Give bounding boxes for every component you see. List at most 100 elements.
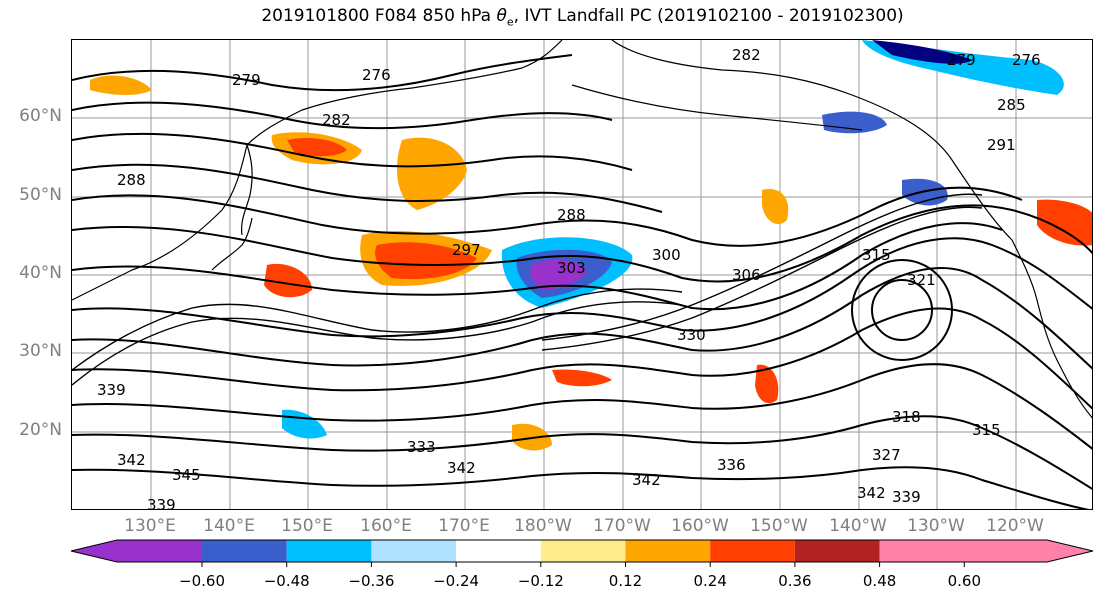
lat-label-20n: 20°N <box>19 420 62 440</box>
colorbar-segment <box>540 540 626 562</box>
contour-label: 327 <box>872 446 901 464</box>
contour-jet-bundle-2 <box>72 301 683 386</box>
colorbar-ticks <box>201 562 965 567</box>
colorbar-tick-label: 0.12 <box>608 572 643 590</box>
negative-anomaly-peak <box>530 259 587 290</box>
colorbar-tick-label: −0.36 <box>348 572 395 590</box>
colorbar-tick-label: −0.12 <box>517 572 564 590</box>
lon-label-170e: 170°E <box>438 516 490 536</box>
contour-label: 342 <box>632 471 661 489</box>
colorbar-segment <box>625 540 711 562</box>
colorbar-segment <box>794 540 880 562</box>
contour-label: 279 <box>947 51 976 69</box>
colorbar-segment <box>456 540 541 562</box>
contour-label: 333 <box>407 438 436 456</box>
coast-na-west <box>1011 239 1092 419</box>
contour-jet-bundle-1 <box>72 288 683 371</box>
lon-label-140e: 140°E <box>203 516 255 536</box>
lon-label-160w: 160°W <box>671 516 729 536</box>
contour-label: 303 <box>557 259 586 277</box>
colorbar-segment <box>710 540 795 562</box>
negative-anomaly-north-core <box>872 40 972 64</box>
contour-label: 297 <box>452 241 481 259</box>
contour-label: 315 <box>972 421 1001 439</box>
negative-anomaly-alaska <box>822 111 887 134</box>
contour-closed-321 <box>871 279 933 341</box>
lon-label-170w: 170°W <box>593 516 651 536</box>
lon-label-130w: 130°W <box>907 516 965 536</box>
contour-291 <box>72 204 1092 283</box>
contour-342 <box>72 466 1090 509</box>
coast-aleutians <box>571 84 863 131</box>
contour-label: 276 <box>1012 51 1041 69</box>
colorbar-segment <box>371 540 457 562</box>
contour-label: 336 <box>717 456 746 474</box>
lon-label-160e: 160°E <box>360 516 412 536</box>
contour-label: 306 <box>732 266 761 284</box>
coast-japan <box>211 217 253 271</box>
colorbar-tick-label: 0.60 <box>947 572 981 590</box>
map-canvas: 279 276 282 282 279 276 285 291 288 288 … <box>72 40 1092 510</box>
positive-anomaly-pnw <box>762 189 789 225</box>
colorbar-segment <box>202 540 287 562</box>
contour-label: 288 <box>117 171 146 189</box>
contour-297 <box>72 222 1003 311</box>
positive-anomaly-east-sub <box>755 364 779 404</box>
lat-lon-grid <box>72 40 1092 509</box>
contour-label: 318 <box>892 408 921 426</box>
contour-label: 339 <box>97 381 126 399</box>
colorbar-segments <box>71 540 1093 562</box>
contour-label: 300 <box>652 246 681 264</box>
contour-label: 282 <box>732 46 761 64</box>
lon-label-140w: 140°W <box>829 516 887 536</box>
contour-label: 315 <box>862 246 891 264</box>
contour-333 <box>72 363 1092 450</box>
contour-label: 342 <box>117 451 146 469</box>
contour-jet-bundle-3 <box>541 193 983 341</box>
contour-282 <box>72 132 633 171</box>
contour-label: 342 <box>857 484 886 502</box>
positive-anomaly-mid-core <box>375 242 477 280</box>
lon-label-120w: 120°W <box>986 516 1044 536</box>
contour-label: 285 <box>997 96 1026 114</box>
coast-alaska <box>611 40 1013 241</box>
title-prefix: 2019101800 F084 850 hPa <box>261 6 497 26</box>
colorbar-tick-label: −0.60 <box>179 572 225 590</box>
negative-anomaly-west-sub <box>282 409 327 439</box>
positive-anomaly-bering <box>397 137 467 210</box>
contour-label: 282 <box>322 111 351 129</box>
contour-339 <box>72 415 1092 490</box>
contour-label: 339 <box>147 496 176 510</box>
positive-anomaly-kamchatka-core <box>287 138 347 157</box>
theta-e-contours <box>72 54 1092 509</box>
map-panel: 279 276 282 282 279 276 285 291 288 288 … <box>71 39 1093 510</box>
contour-279 <box>72 101 613 130</box>
colorbar-segment <box>71 540 202 562</box>
positive-anomaly-west <box>264 263 312 298</box>
positive-anomaly-north-1 <box>90 75 152 95</box>
title-suffix: , IVT Landfall PC (2019102100 - 20191023… <box>513 6 904 26</box>
lat-label-40n: 40°N <box>19 263 62 283</box>
contour-285 <box>72 163 663 213</box>
chart-title: 2019101800 F084 850 hPa θe, IVT Landfall… <box>0 6 1105 28</box>
contour-288 <box>72 186 1023 247</box>
contour-label: 288 <box>557 206 586 224</box>
title-theta-sub: e <box>506 15 514 29</box>
colorbar-tick-label: −0.24 <box>433 572 480 590</box>
contour-label: 330 <box>677 326 706 344</box>
contour-label: 276 <box>362 66 391 84</box>
positive-anomaly-east <box>1037 199 1092 246</box>
contour-label: 339 <box>892 488 921 506</box>
coast-kamchatka <box>241 144 253 236</box>
lon-label-130e: 130°E <box>124 516 176 536</box>
colorbar-segment <box>879 540 1093 562</box>
colorbar-tick-label: 0.48 <box>862 572 897 590</box>
coastlines <box>72 40 1092 419</box>
lat-label-30n: 30°N <box>19 341 62 361</box>
contour-labels: 279 276 282 282 279 276 285 291 288 288 … <box>97 46 1041 510</box>
contour-label: 291 <box>987 136 1016 154</box>
contour-label: 279 <box>232 71 261 89</box>
contour-label: 321 <box>907 271 936 289</box>
contour-jet-bundle-4 <box>541 206 983 351</box>
contour-276-north <box>72 54 573 92</box>
